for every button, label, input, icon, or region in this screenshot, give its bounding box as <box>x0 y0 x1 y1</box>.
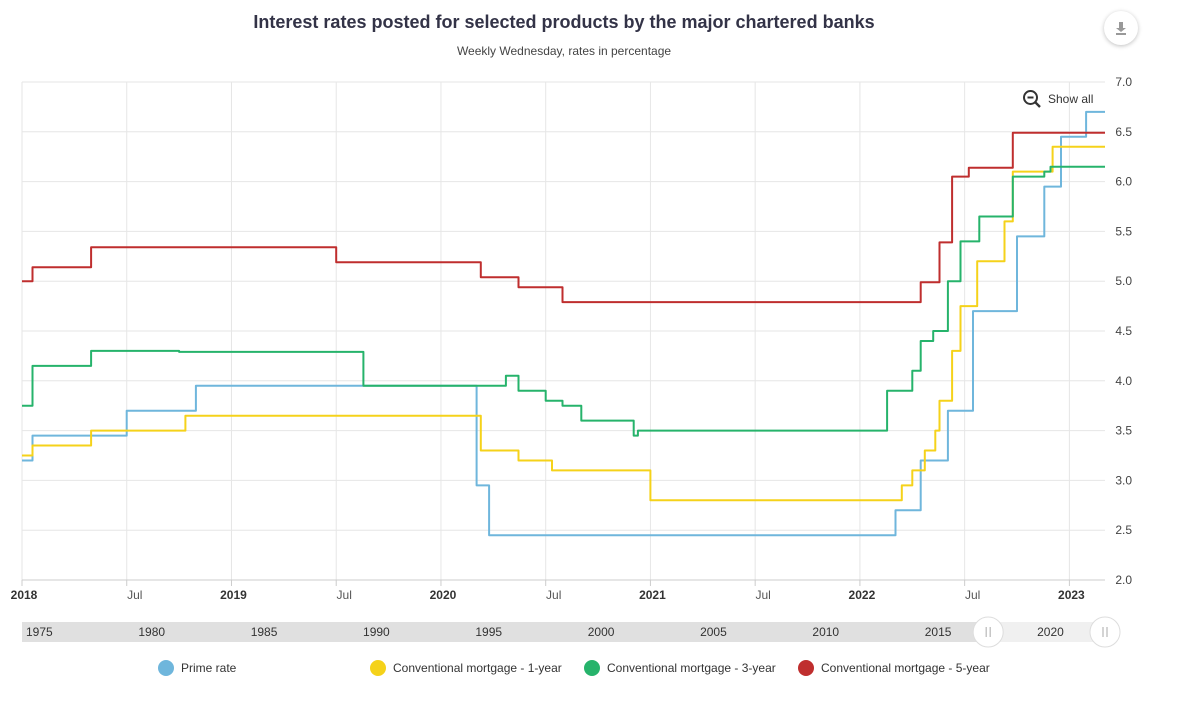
x-tick-label: Jul <box>965 588 980 602</box>
y-tick-label: 3.0 <box>1115 473 1132 487</box>
navigator-track[interactable] <box>22 622 1105 642</box>
legend-label: Conventional mortgage - 5-year <box>821 661 990 675</box>
x-tick-label: 2021 <box>639 588 666 602</box>
x-tick-label: Jul <box>127 588 142 602</box>
series-line-conventional-mortgage-5-year[interactable] <box>22 131 1105 304</box>
y-tick-label: 7.0 <box>1115 75 1132 89</box>
y-axis: 2.0 2.5 3.0 3.5 4.0 4.5 5.0 5.5 6.0 6.5 7.0 <box>1115 75 1132 587</box>
legend-marker <box>158 660 174 676</box>
y-tick-label: 3.5 <box>1115 424 1132 438</box>
navigator-label: 2020 <box>1037 625 1064 639</box>
download-button[interactable] <box>1104 11 1138 45</box>
show-all-button[interactable]: Show all <box>1022 88 1093 110</box>
navigator-label: 1980 <box>138 625 165 639</box>
legend-item-prime-rate[interactable]: Prime rate <box>158 660 236 676</box>
legend-item-conventional-mortgage-5-year[interactable]: Conventional mortgage - 5-year <box>798 660 990 676</box>
x-tick-label: Jul <box>756 588 771 602</box>
navigator-left-handle[interactable] <box>972 616 1004 648</box>
y-tick-label: 2.0 <box>1115 573 1132 587</box>
navigator[interactable]: 1975 1980 1985 1990 1995 2000 2005 2010 2015 2020 <box>22 616 1121 648</box>
legend-marker <box>584 660 600 676</box>
series-line-conventional-mortgage-3-year[interactable] <box>22 165 1105 437</box>
x-tick-label: 2022 <box>849 588 876 602</box>
y-tick-label: 2.5 <box>1115 523 1132 537</box>
navigator-label: 2000 <box>588 625 615 639</box>
x-tick-label: Jul <box>546 588 561 602</box>
navigator-label: 1990 <box>363 625 390 639</box>
navigator-label: 1985 <box>251 625 278 639</box>
legend-label: Prime rate <box>181 661 237 675</box>
series-group <box>22 110 1105 537</box>
navigator-label: 1975 <box>26 625 53 639</box>
x-axis: 2018 Jul 2019 Jul 2020 Jul 2021 Jul 2022 Jul 2023 <box>11 588 1085 602</box>
y-tick-label: 5.5 <box>1115 224 1132 238</box>
legend-item-conventional-mortgage-1-year[interactable]: Conventional mortgage - 1-year <box>370 660 562 676</box>
legend-marker <box>370 660 386 676</box>
navigator-selected-range[interactable] <box>988 622 1105 642</box>
navigator-label: 2010 <box>812 625 839 639</box>
handle-circle[interactable] <box>1089 616 1121 648</box>
x-tick-label: 2020 <box>430 588 457 602</box>
navigator-right-handle[interactable] <box>1089 616 1121 648</box>
legend-label: Conventional mortgage - 3-year <box>607 661 776 675</box>
chart-title: Interest rates posted for selected produ… <box>253 12 875 32</box>
y-tick-label: 5.0 <box>1115 274 1132 288</box>
legend: Prime rate Conventional mortgage - 1-year… <box>0 660 1184 684</box>
legend-item-conventional-mortgage-3-year[interactable]: Conventional mortgage - 3-year <box>584 660 776 676</box>
navigator-label: 2005 <box>700 625 727 639</box>
x-tick-label: 2018 <box>11 588 38 602</box>
legend-label: Conventional mortgage - 1-year <box>393 661 562 675</box>
navigator-label: 2015 <box>925 625 952 639</box>
chart-subtitle: Weekly Wednesday, rates in percentage <box>456 44 672 58</box>
series-line-conventional-mortgage-1-year[interactable] <box>22 145 1105 502</box>
handle-circle[interactable] <box>972 616 1004 648</box>
x-tick-label: 2019 <box>220 588 247 602</box>
y-tick-label: 6.5 <box>1115 125 1132 139</box>
download-icon <box>1116 22 1126 35</box>
x-tick-label: Jul <box>337 588 352 602</box>
series-line-prime-rate[interactable] <box>22 110 1105 537</box>
grid <box>21 81 1105 586</box>
y-tick-label: 4.5 <box>1115 324 1132 338</box>
show-all-label: Show all <box>1048 92 1094 106</box>
y-tick-label: 6.0 <box>1115 175 1132 189</box>
zoom-out-icon <box>1023 90 1041 108</box>
legend-marker <box>798 660 814 676</box>
navigator-label: 1995 <box>475 625 502 639</box>
y-tick-label: 4.0 <box>1115 374 1132 388</box>
x-tick-label: 2023 <box>1058 588 1085 602</box>
